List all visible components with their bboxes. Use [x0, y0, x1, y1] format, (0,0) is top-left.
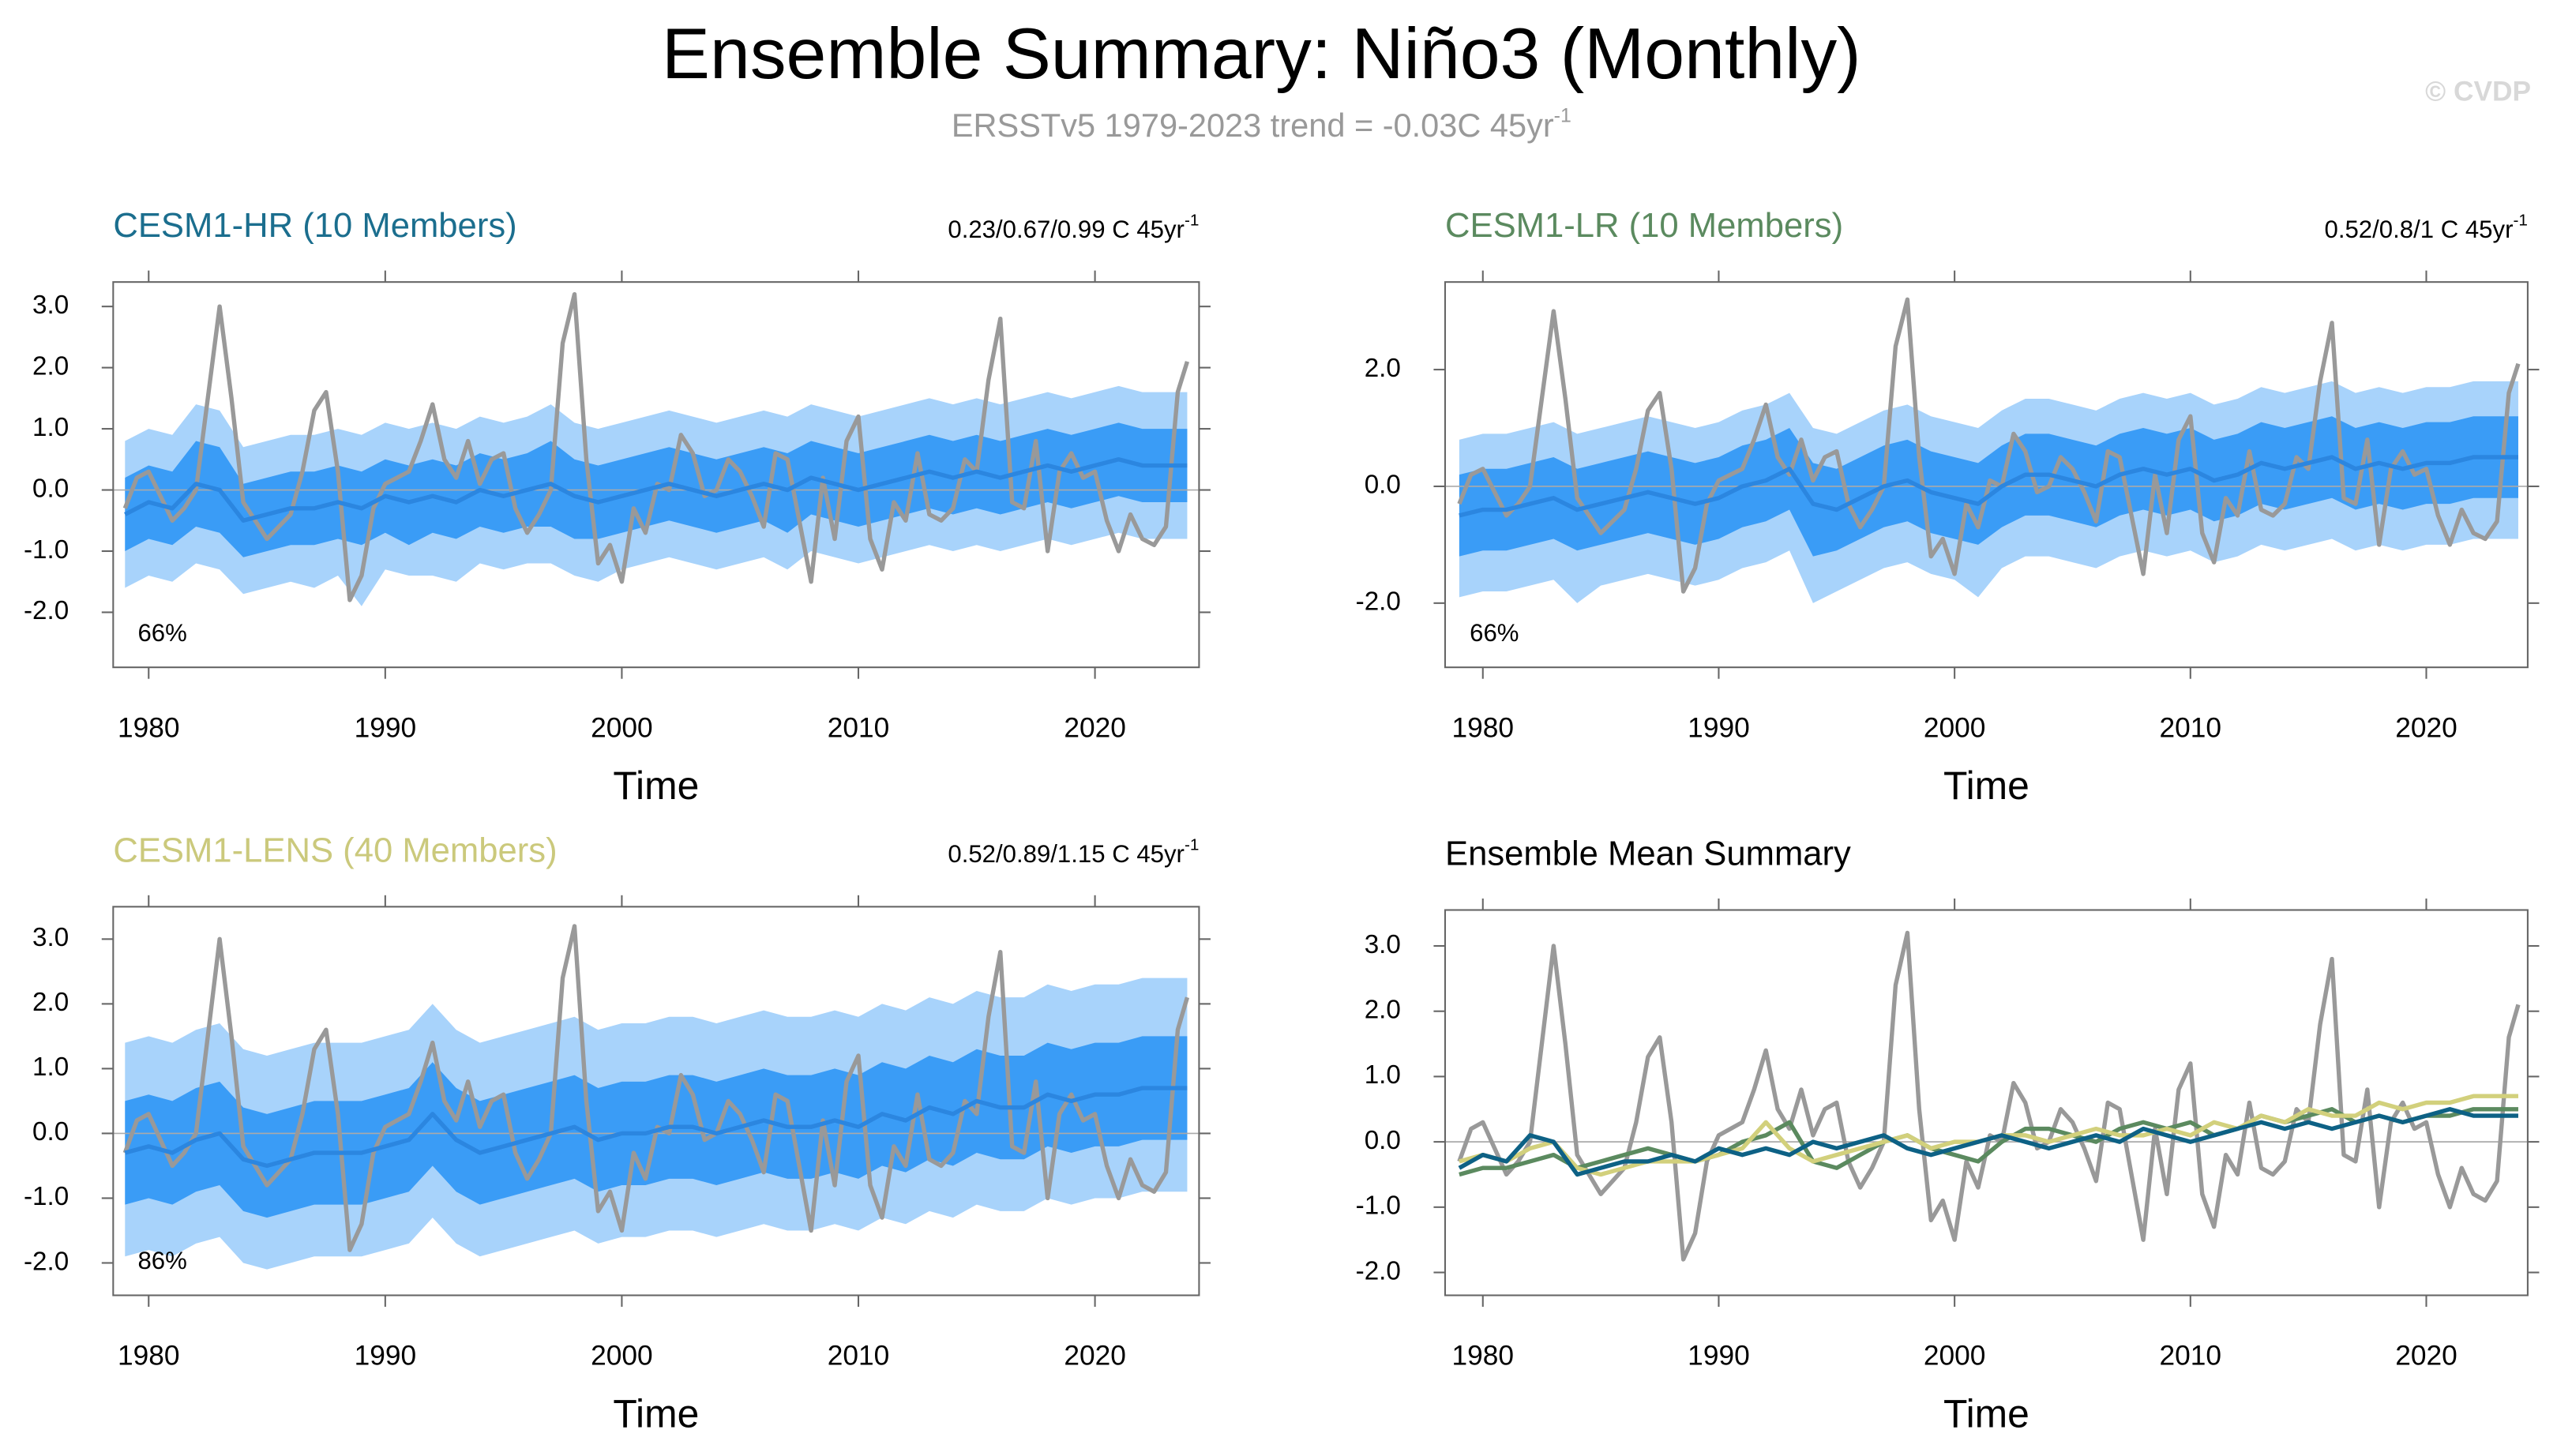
x-tick-label: 1980	[118, 712, 180, 743]
x-tick-label: 1990	[355, 712, 417, 743]
x-tick-label: 2000	[591, 712, 653, 743]
y-tick-label: 2.0	[32, 351, 69, 381]
ensemble-mean-line	[1458, 1107, 2518, 1177]
subtitle-text: ERSSTv5 1979-2023 trend = -0.03C 45yr	[952, 107, 1554, 144]
trend-superscript: -1	[2513, 212, 2527, 230]
y-tick-label: 0.0	[1365, 1126, 1401, 1155]
y-tick-label: 0.0	[32, 474, 69, 503]
percent-annotation: 86%	[137, 1247, 186, 1274]
y-tick-label: 0.0	[1365, 471, 1401, 500]
x-tick-label: 2010	[2160, 1341, 2222, 1372]
trend-label: 0.52/0.89/1.15 C 45yr-1	[948, 836, 1199, 868]
plot-area	[1444, 297, 2528, 603]
trend-label: 0.52/0.8/1 C 45yr-1	[2325, 212, 2528, 243]
trend-text: 0.52/0.89/1.15 C 45yr	[948, 840, 1185, 868]
panel-title: CESM1-HR (10 Members)	[113, 207, 516, 245]
panel: Ensemble Mean Summary -2.0 -1.0 0.0 1.0 2.0 3.…	[1356, 835, 2540, 1435]
plot-frame	[1444, 281, 2529, 669]
figure-title: Ensemble Summary: Niño3 (Monthly)	[662, 13, 1861, 94]
observed-line	[1457, 930, 2521, 1262]
y-tick-label: 0.0	[32, 1117, 69, 1146]
trend-superscript: -1	[1185, 212, 1199, 230]
observed-line	[1457, 297, 2521, 594]
figure-subtitle: ERSSTv5 1979-2023 trend = -0.03C 45yr-1	[952, 104, 1571, 144]
y-tick-label: -1.0	[24, 535, 69, 565]
x-tick-label: 2010	[828, 712, 890, 743]
ensemble-mean-line	[124, 1086, 1188, 1169]
plot-frame	[1444, 909, 2529, 1297]
plot-frame	[112, 906, 1200, 1297]
y-tick-label: 1.0	[32, 1053, 69, 1082]
plot-area	[113, 291, 1200, 606]
x-tick-label: 1990	[355, 1341, 417, 1372]
y-tick-label: -2.0	[1356, 1256, 1401, 1285]
x-tick-label: 2000	[1924, 712, 1986, 743]
x-tick-label: 2020	[2395, 1341, 2457, 1372]
observed-line	[122, 924, 1190, 1252]
x-axis-label: Time	[613, 764, 699, 808]
y-tick-label: -2.0	[1356, 587, 1401, 617]
y-tick-label: 1.0	[32, 413, 69, 442]
x-tick-label: 2020	[1064, 712, 1126, 743]
x-tick-label: 2020	[1064, 1341, 1126, 1372]
y-tick-label: 2.0	[1365, 354, 1401, 383]
x-tick-label: 2010	[2160, 712, 2222, 743]
subtitle-superscript: -1	[1554, 104, 1571, 126]
x-tick-label: 1980	[118, 1341, 180, 1372]
percent-annotation: 66%	[1470, 619, 1519, 647]
panel: CESM1-HR (10 Members) 0.23/0.67/0.99 C 45…	[24, 207, 1211, 808]
trend-superscript: -1	[1185, 836, 1199, 854]
observed-line	[122, 291, 1190, 602]
x-axis-label: Time	[1943, 1391, 2029, 1435]
trend-label: 0.23/0.67/0.99 C 45yr-1	[948, 212, 1199, 243]
y-tick-label: 2.0	[1365, 995, 1401, 1024]
x-tick-label: 2020	[2395, 712, 2457, 743]
y-tick-label: -1.0	[24, 1182, 69, 1211]
x-tick-label: 1980	[1452, 712, 1515, 743]
x-tick-label: 1990	[1688, 1341, 1750, 1372]
panel: CESM1-LR (10 Members) 0.52/0.8/1 C 45yr-1…	[1356, 207, 2540, 808]
y-tick-label: -1.0	[1356, 1191, 1401, 1221]
panel-title: Ensemble Mean Summary	[1445, 835, 1851, 872]
watermark: © CVDP	[2425, 77, 2531, 107]
plot-area	[1444, 930, 2528, 1262]
trend-text: 0.23/0.67/0.99 C 45yr	[948, 216, 1185, 243]
x-tick-label: 1990	[1688, 712, 1750, 743]
x-tick-label: 2000	[1924, 1341, 1986, 1372]
x-tick-label: 2010	[828, 1341, 890, 1372]
y-tick-label: 3.0	[32, 291, 69, 320]
plot-area	[113, 924, 1200, 1270]
percent-annotation: 66%	[137, 619, 186, 647]
y-tick-label: -2.0	[24, 596, 69, 625]
plot-frame	[112, 281, 1200, 669]
panel-title: CESM1-LENS (40 Members)	[113, 831, 557, 869]
x-axis-label: Time	[1943, 764, 2029, 808]
y-tick-label: 1.0	[1365, 1060, 1401, 1090]
ensemble-mean-line	[124, 457, 1188, 523]
trend-text: 0.52/0.8/1 C 45yr	[2325, 216, 2514, 243]
panel-title: CESM1-LR (10 Members)	[1445, 207, 1843, 245]
y-tick-label: 2.0	[32, 988, 69, 1017]
panel: CESM1-LENS (40 Members) 0.52/0.89/1.15 C …	[24, 831, 1211, 1435]
y-tick-label: -2.0	[24, 1247, 69, 1276]
y-tick-label: 3.0	[32, 923, 69, 952]
x-axis-label: Time	[613, 1391, 699, 1435]
x-tick-label: 2000	[591, 1341, 653, 1372]
y-tick-label: 3.0	[1365, 930, 1401, 959]
ensemble-mean-line	[1459, 455, 2518, 518]
x-tick-label: 1980	[1452, 1341, 1515, 1372]
